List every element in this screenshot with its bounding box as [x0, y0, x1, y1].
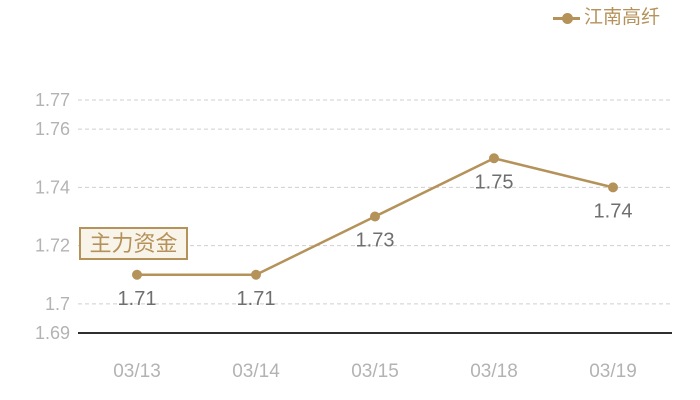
data-point-marker: [251, 269, 261, 280]
y-axis-tick-label: 1.72: [35, 236, 70, 256]
legend-item[interactable]: 江南高纤: [552, 6, 660, 30]
data-point-marker: [489, 153, 499, 164]
data-point-marker: [370, 211, 380, 222]
legend-label: 江南高纤: [583, 7, 660, 28]
y-axis-tick-label: 1.77: [35, 90, 70, 110]
data-point-label: 1.74: [594, 200, 633, 222]
legend-line-dot-icon: [552, 6, 580, 30]
main-funds-button[interactable]: 主力资金: [79, 227, 188, 260]
x-axis-tick-label: 03/18: [470, 361, 518, 382]
data-point-marker: [608, 182, 618, 193]
y-axis-tick-label: 1.74: [35, 177, 70, 197]
y-axis-tick-label: 1.76: [35, 119, 70, 139]
x-axis-tick-label: 03/15: [351, 361, 399, 382]
data-point-label: 1.71: [237, 288, 276, 310]
y-axis-tick-label: 1.7: [45, 294, 70, 314]
x-axis-tick-label: 03/13: [113, 361, 161, 382]
data-point-label: 1.71: [118, 288, 157, 310]
data-point-label: 1.73: [356, 230, 395, 252]
data-point-marker: [132, 269, 142, 280]
y-axis-tick-label: 1.69: [35, 323, 70, 343]
x-axis-tick-label: 03/19: [589, 361, 637, 382]
data-point-label: 1.75: [475, 171, 514, 193]
x-axis-tick-label: 03/14: [232, 361, 280, 382]
legend-dot-icon: [561, 13, 573, 24]
